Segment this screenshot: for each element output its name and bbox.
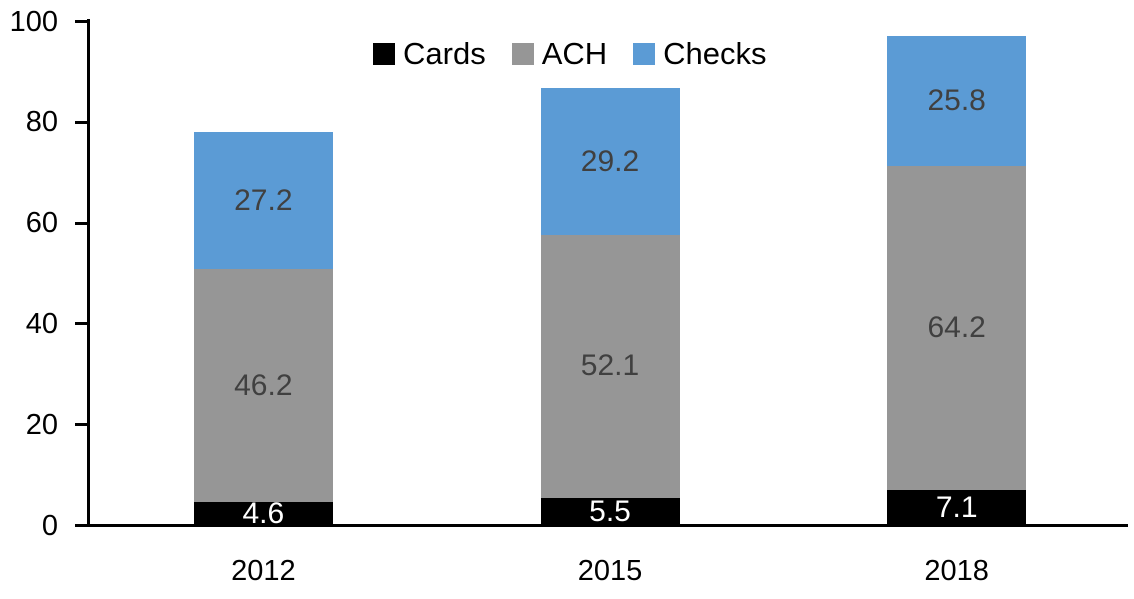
bar-segment-label: 29.2 (580, 144, 640, 178)
x-axis-label-2018: 2018 (924, 555, 989, 587)
bar-segment-label: 5.5 (589, 494, 631, 528)
legend-item-checks: Checks (633, 36, 767, 71)
y-tick (75, 120, 88, 124)
bar-segment-label: 25.8 (927, 84, 986, 118)
y-tick (75, 322, 88, 326)
legend-label: Checks (663, 36, 767, 71)
y-tick-label: 100 (9, 5, 58, 38)
bar-segment-label: 46.2 (234, 368, 293, 402)
bar-segment-label: 4.6 (242, 496, 285, 530)
legend-item-ach: ACH (511, 36, 608, 71)
bar-segment-cards-2015 (540, 497, 680, 526)
x-axis-label-2012: 2012 (231, 555, 296, 587)
bar-segment-ach-2018 (887, 166, 1027, 490)
y-tick-label: 20 (25, 408, 58, 441)
y-tick (75, 423, 88, 427)
legend-label: Cards (403, 36, 486, 71)
bar-segment-checks-2012 (193, 132, 333, 270)
bar-segment-label: 64.2 (927, 310, 986, 344)
x-axis-line (87, 524, 1128, 527)
bar-segment-checks-2015 (540, 88, 680, 236)
legend-label: ACH (541, 36, 608, 71)
bar-segment-ach-2015 (540, 235, 680, 498)
y-tick (75, 221, 88, 225)
y-tick (75, 524, 88, 527)
y-tick (75, 20, 88, 23)
bar-segment-cards-2012 (193, 502, 333, 526)
legend-swatch-ach (511, 43, 534, 65)
bar-segment-ach-2012 (193, 269, 333, 503)
x-axis-label-2015: 2015 (577, 555, 643, 587)
bar-segment-label: 52.1 (580, 349, 640, 383)
y-tick-label: 40 (25, 307, 58, 340)
y-tick-label: 80 (25, 106, 58, 139)
y-tick-label: 60 (25, 207, 58, 240)
legend-item-cards: Cards (373, 38, 486, 70)
bar-segment-label: 27.2 (234, 183, 293, 217)
legend-swatch-checks (633, 43, 656, 65)
y-axis-line (87, 19, 90, 527)
y-tick-label: 0 (41, 509, 58, 542)
bar-segment-label: 7.1 (935, 490, 978, 524)
bar-segment-checks-2018 (887, 36, 1027, 167)
bar-segment-cards-2018 (887, 489, 1027, 526)
legend: Cards ACH Checks (373, 38, 767, 70)
legend-swatch-cards (373, 43, 395, 65)
